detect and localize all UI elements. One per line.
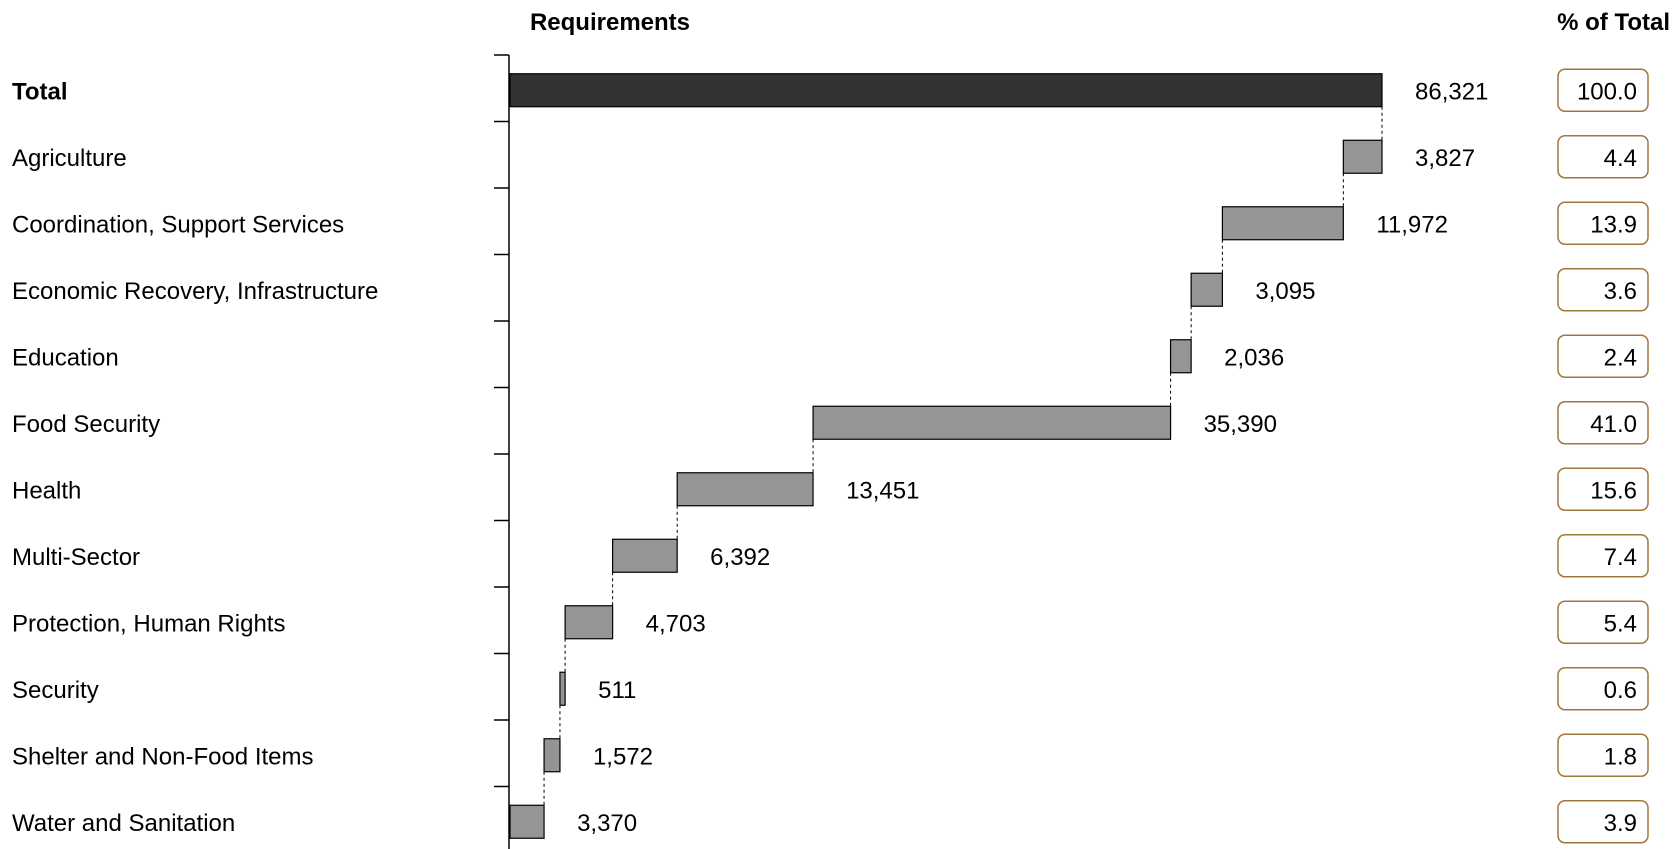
value-label-multi-sector: 6,392	[710, 544, 770, 571]
bar-security	[559, 671, 566, 706]
percent-box	[1557, 401, 1649, 445]
percent-column-header: % of Total	[1557, 9, 1670, 36]
category-label-food-security: Food Security	[12, 411, 160, 438]
value-label-health: 13,451	[846, 477, 919, 504]
bar-agriculture	[1342, 139, 1383, 174]
percent-label-health: 15.6	[1590, 477, 1637, 504]
requirements-column-header: Requirements	[530, 9, 690, 36]
percent-box	[1557, 68, 1649, 112]
percent-box	[1557, 667, 1649, 711]
bar-total	[509, 73, 1383, 108]
value-label-total: 86,321	[1415, 78, 1488, 105]
category-label-agriculture: Agriculture	[12, 145, 127, 172]
value-label-protection-human-rights: 4,703	[646, 610, 706, 637]
category-label-education: Education	[12, 344, 119, 371]
category-label-multi-sector: Multi-Sector	[12, 544, 140, 571]
value-label-shelter-and-non-food-items: 1,572	[593, 743, 653, 770]
percent-label-coordination-support-services: 13.9	[1590, 211, 1637, 238]
percent-box	[1557, 467, 1649, 511]
bar-health	[676, 472, 814, 507]
category-label-coordination-support-services: Coordination, Support Services	[12, 211, 344, 238]
value-label-security: 511	[598, 677, 636, 704]
percent-label-education: 2.4	[1604, 344, 1637, 371]
value-label-education: 2,036	[1224, 344, 1284, 371]
percent-label-security: 0.6	[1604, 677, 1637, 704]
percent-box	[1557, 201, 1649, 245]
percent-label-water-and-sanitation: 3.9	[1604, 810, 1637, 837]
category-label-protection-human-rights: Protection, Human Rights	[12, 610, 285, 637]
percent-label-total: 100.0	[1577, 78, 1637, 105]
value-label-coordination-support-services: 11,972	[1376, 211, 1448, 238]
category-label-shelter-and-non-food-items: Shelter and Non-Food Items	[12, 743, 314, 770]
bar-economic-recovery-infrastructure	[1190, 272, 1224, 307]
percent-box	[1557, 268, 1649, 312]
category-label-total: Total	[12, 78, 68, 105]
percent-box	[1557, 733, 1649, 777]
bar-shelter-and-non-food-items	[543, 738, 561, 773]
value-label-agriculture: 3,827	[1415, 145, 1475, 172]
percent-box	[1557, 600, 1649, 644]
percent-label-agriculture: 4.4	[1604, 145, 1637, 172]
chart-rows: Total 86,321 100.0 Agriculture 3,827 4.4 Coord…	[12, 54, 1649, 844]
bar-multi-sector	[612, 538, 678, 573]
bar-protection-human-rights	[564, 605, 614, 640]
value-label-water-and-sanitation: 3,370	[577, 810, 637, 837]
percent-box	[1557, 800, 1649, 844]
percent-box	[1557, 135, 1649, 179]
percent-label-shelter-and-non-food-items: 1.8	[1604, 743, 1637, 770]
percent-box	[1557, 534, 1649, 578]
category-label-security: Security	[12, 677, 99, 704]
bar-food-security	[812, 405, 1172, 440]
value-label-economic-recovery-infrastructure: 3,095	[1255, 278, 1315, 305]
percent-label-economic-recovery-infrastructure: 3.6	[1604, 278, 1637, 305]
percent-box	[1557, 334, 1649, 378]
percent-label-food-security: 41.0	[1590, 411, 1637, 438]
value-label-food-security: 35,390	[1204, 411, 1277, 438]
bar-education	[1169, 339, 1192, 374]
category-label-water-and-sanitation: Water and Sanitation	[12, 810, 235, 837]
percent-label-multi-sector: 7.4	[1604, 544, 1637, 571]
bar-coordination-support-services	[1221, 206, 1344, 241]
category-label-economic-recovery-infrastructure: Economic Recovery, Infrastructure	[12, 278, 378, 305]
category-label-health: Health	[12, 477, 81, 504]
percent-label-protection-human-rights: 5.4	[1604, 610, 1637, 637]
bar-water-and-sanitation	[509, 804, 545, 839]
